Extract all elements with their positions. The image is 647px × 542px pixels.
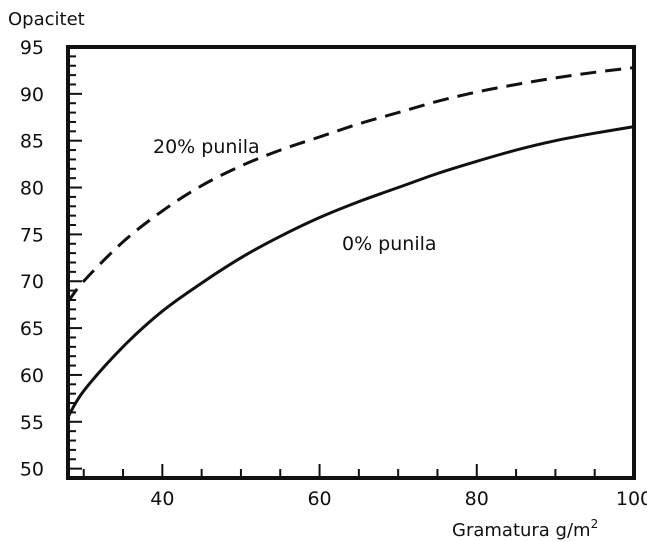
y-tick-label: 55 xyxy=(20,412,44,434)
plot-frame xyxy=(66,45,636,480)
series-lines xyxy=(66,66,635,418)
y-tick-label: 75 xyxy=(20,224,44,246)
plot-area xyxy=(66,45,636,480)
y-axis-title: Opacitet xyxy=(8,9,85,30)
x-axis-title: Gramatura g/m2 xyxy=(452,517,598,541)
x-axis-title-superscript: 2 xyxy=(591,517,599,531)
y-tick-label: 85 xyxy=(20,131,44,153)
y-tick-label: 90 xyxy=(20,84,44,106)
y-tick-label: 65 xyxy=(20,318,44,340)
series-label-20-punila: 20% punila xyxy=(153,136,260,158)
y-tick-label: 95 xyxy=(20,37,44,59)
series-label-0-punila: 0% punila xyxy=(342,233,437,255)
x-tick-label: 100 xyxy=(616,488,647,510)
axis-ticks xyxy=(68,46,635,478)
series-line-0-punila xyxy=(66,125,635,418)
x-axis-title-text: Gramatura g/m xyxy=(452,520,591,541)
y-tick-label: 70 xyxy=(20,271,44,293)
y-tick-label: 80 xyxy=(20,178,44,200)
x-tick-label: 40 xyxy=(150,488,174,510)
x-tick-label: 60 xyxy=(307,488,331,510)
x-tick-label: 80 xyxy=(465,488,489,510)
y-tick-label: 50 xyxy=(20,459,44,481)
series-line-20-punila xyxy=(66,66,635,303)
y-tick-label: 60 xyxy=(20,365,44,387)
tick-labels: 40 60 80 100 50 55 60 65 70 75 80 85 90 95 xyxy=(20,37,647,510)
